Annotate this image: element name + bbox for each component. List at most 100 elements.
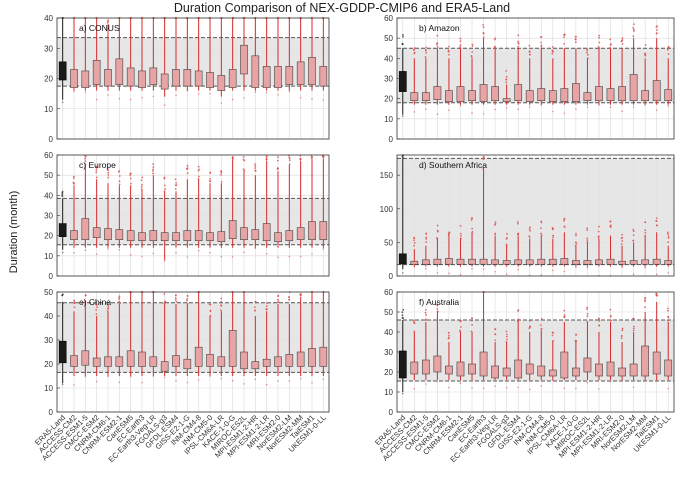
outlier-point [413, 47, 416, 49]
outlier-point [425, 237, 428, 240]
outlier-point [322, 155, 324, 158]
box-UKESM1-0-LL [664, 89, 673, 101]
outlier-point [175, 300, 178, 303]
outlier-point [175, 184, 178, 186]
outlier-point [231, 156, 234, 159]
box-CanESM5 [126, 350, 135, 367]
box-MPI-ESM1-2-HR [595, 86, 603, 101]
box-FGOALS-g3 [502, 98, 511, 102]
y-tick-label: 60 [384, 288, 393, 297]
box-CNRM-CM6-1 [104, 69, 112, 87]
outlier-point [163, 293, 166, 295]
box-ACCESS-CM2 [70, 69, 78, 88]
outlier-point [540, 41, 542, 44]
outlier-point [574, 244, 577, 247]
outlier-point [575, 234, 577, 237]
outlier-point [106, 24, 109, 27]
outlier-point [470, 319, 473, 322]
outlier-point [95, 308, 98, 311]
outlier-point [666, 231, 669, 234]
outlier-point [552, 110, 554, 113]
outlier-point [254, 309, 257, 312]
outlier-point [586, 51, 588, 54]
outlier-point [563, 36, 565, 39]
outlier-point [106, 304, 109, 306]
outlier-point [482, 36, 485, 39]
box-FGOALS-g3 [160, 73, 169, 90]
box-CNRM-ESM2-1 [456, 86, 465, 102]
box-ACCESS-CM2 [70, 355, 78, 367]
outlier-point [632, 234, 635, 237]
outlier-point [197, 177, 200, 180]
y-tick-label: 10 [44, 384, 53, 393]
outlier-point [621, 42, 624, 45]
outlier-point [242, 168, 245, 171]
y-tick-label: 0 [389, 408, 394, 417]
outlier-point [563, 309, 566, 312]
outlier-point [174, 294, 177, 297]
outlier-point [118, 381, 121, 384]
box-INM-CM5-0 [548, 369, 557, 377]
outlier-point [141, 183, 143, 186]
outlier-point [586, 315, 589, 318]
outlier-point [621, 110, 623, 112]
outlier-point [540, 328, 543, 331]
outlier-point [254, 163, 256, 166]
outlier-point [529, 229, 532, 232]
outlier-point [276, 159, 279, 162]
outlier-point [61, 301, 64, 304]
outlier-point [644, 44, 647, 46]
outlier-point [243, 251, 245, 254]
box-NorESM2-MM [641, 90, 650, 101]
outlier-point [402, 35, 404, 38]
outlier-point [220, 377, 223, 380]
box-CMCC-ESM2 [92, 227, 101, 238]
outlier-point [84, 155, 87, 157]
outlier-point [448, 45, 450, 48]
outlier-point [575, 232, 577, 235]
box-NorESM2-LM [629, 363, 638, 377]
box-TaiESM1 [652, 351, 661, 375]
outlier-point [563, 270, 566, 273]
box-CMCC-ESM2 [433, 355, 442, 373]
outlier-point [186, 294, 189, 297]
box-ERA5-Land [58, 223, 67, 237]
outlier-point [459, 40, 462, 43]
outlier-point [254, 91, 257, 93]
outlier-point [61, 383, 64, 386]
outlier-point [413, 265, 416, 268]
outlier-point [107, 20, 109, 23]
outlier-point [528, 388, 531, 391]
outlier-point [186, 164, 189, 167]
outlier-point [174, 298, 177, 301]
outlier-point [517, 40, 520, 43]
outlier-point [402, 157, 405, 159]
outlier-point [299, 255, 302, 258]
outlier-point [655, 26, 658, 29]
box-CMCC-ESM2 [92, 357, 101, 367]
outlier-point [401, 272, 404, 274]
box-MIROC-ES2L [240, 351, 248, 370]
outlier-point [644, 231, 647, 234]
outlier-point [198, 168, 200, 171]
box-MRI-ESM2-0 [618, 260, 626, 265]
y-tick-label: 50 [384, 308, 393, 317]
outlier-point [551, 46, 554, 48]
box-NorESM2-MM [641, 345, 650, 377]
box-ERA5-Land [398, 253, 407, 265]
outlier-point [209, 92, 211, 95]
box-GFDL-ESM4 [172, 232, 180, 242]
box-TaiESM1 [308, 221, 316, 241]
outlier-point [632, 35, 635, 38]
outlier-point [84, 157, 86, 160]
outlier-point [209, 171, 212, 174]
outlier-point [186, 256, 189, 258]
panel-title: e) China [79, 297, 111, 307]
outlier-point [632, 106, 635, 108]
outlier-point [140, 179, 143, 182]
outlier-point [667, 235, 670, 238]
outlier-point [129, 98, 132, 101]
outlier-point [413, 330, 416, 333]
outlier-point [73, 306, 76, 309]
outlier-point [528, 236, 531, 239]
